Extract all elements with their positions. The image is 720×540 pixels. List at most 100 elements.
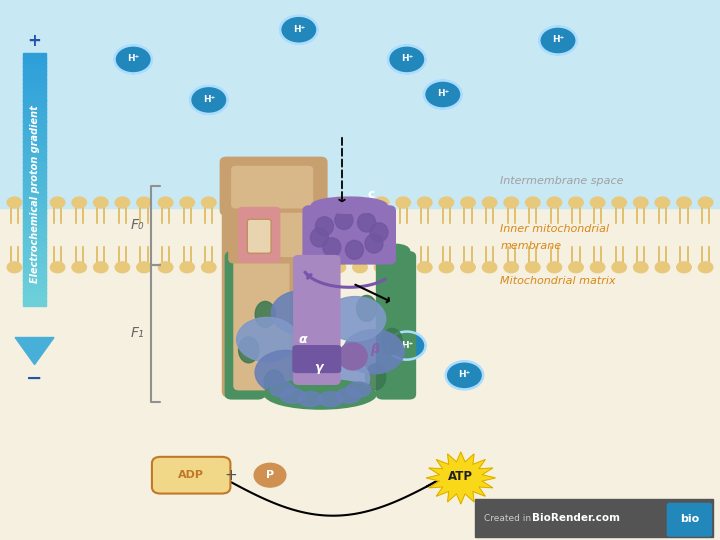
Circle shape bbox=[698, 197, 713, 208]
Circle shape bbox=[331, 262, 346, 273]
Bar bbox=[23, 262, 46, 268]
Text: H⁺: H⁺ bbox=[127, 55, 140, 63]
Circle shape bbox=[439, 262, 454, 273]
Ellipse shape bbox=[255, 301, 275, 327]
Circle shape bbox=[655, 197, 670, 208]
Circle shape bbox=[158, 197, 173, 208]
Ellipse shape bbox=[346, 382, 371, 397]
Bar bbox=[23, 259, 46, 264]
FancyBboxPatch shape bbox=[225, 251, 265, 400]
Circle shape bbox=[424, 80, 462, 109]
Text: H⁺: H⁺ bbox=[202, 95, 215, 104]
Circle shape bbox=[655, 262, 670, 273]
Bar bbox=[475, 500, 713, 537]
FancyBboxPatch shape bbox=[293, 255, 341, 385]
Bar bbox=[23, 204, 46, 210]
Circle shape bbox=[590, 262, 605, 273]
Text: c: c bbox=[367, 188, 374, 201]
Circle shape bbox=[72, 262, 86, 273]
FancyBboxPatch shape bbox=[222, 193, 300, 398]
Text: H⁺: H⁺ bbox=[400, 55, 413, 63]
Ellipse shape bbox=[338, 343, 367, 370]
Ellipse shape bbox=[271, 291, 333, 335]
Bar bbox=[23, 95, 46, 100]
Circle shape bbox=[418, 262, 432, 273]
FancyBboxPatch shape bbox=[231, 166, 313, 208]
Circle shape bbox=[137, 262, 151, 273]
Ellipse shape bbox=[231, 244, 258, 258]
Circle shape bbox=[547, 197, 562, 208]
FancyBboxPatch shape bbox=[233, 201, 289, 390]
Circle shape bbox=[396, 197, 410, 208]
Circle shape bbox=[288, 262, 302, 273]
Bar bbox=[23, 125, 46, 130]
Text: F₀: F₀ bbox=[130, 219, 144, 232]
Text: Inner mitochondrial: Inner mitochondrial bbox=[500, 225, 610, 234]
FancyBboxPatch shape bbox=[228, 206, 319, 264]
Text: P: P bbox=[266, 470, 274, 480]
Circle shape bbox=[190, 86, 228, 114]
Bar bbox=[23, 116, 46, 122]
Bar bbox=[23, 66, 46, 71]
Text: Intermembrane space: Intermembrane space bbox=[500, 176, 624, 186]
Bar bbox=[23, 162, 46, 167]
FancyBboxPatch shape bbox=[248, 219, 271, 253]
Bar bbox=[23, 208, 46, 213]
Circle shape bbox=[223, 197, 238, 208]
Text: H⁺: H⁺ bbox=[436, 90, 449, 98]
Text: Electrochemical proton gradient: Electrochemical proton gradient bbox=[30, 105, 40, 284]
Circle shape bbox=[418, 197, 432, 208]
Ellipse shape bbox=[255, 350, 316, 395]
Bar bbox=[23, 271, 46, 276]
Polygon shape bbox=[15, 338, 54, 364]
Circle shape bbox=[288, 197, 302, 208]
Circle shape bbox=[245, 262, 259, 273]
FancyBboxPatch shape bbox=[238, 207, 280, 263]
Circle shape bbox=[539, 26, 577, 55]
Bar bbox=[23, 192, 46, 197]
Ellipse shape bbox=[336, 388, 361, 403]
Bar bbox=[23, 179, 46, 184]
Circle shape bbox=[29, 197, 43, 208]
Bar bbox=[23, 275, 46, 280]
Circle shape bbox=[482, 197, 497, 208]
FancyBboxPatch shape bbox=[152, 457, 230, 494]
Ellipse shape bbox=[280, 388, 305, 403]
Circle shape bbox=[526, 262, 540, 273]
Bar bbox=[23, 141, 46, 146]
Circle shape bbox=[461, 262, 475, 273]
Circle shape bbox=[114, 45, 152, 73]
Bar bbox=[23, 242, 46, 247]
Bar bbox=[23, 137, 46, 143]
Circle shape bbox=[115, 262, 130, 273]
Ellipse shape bbox=[270, 382, 294, 397]
Circle shape bbox=[677, 197, 691, 208]
Circle shape bbox=[94, 197, 108, 208]
Circle shape bbox=[180, 197, 194, 208]
Bar bbox=[23, 284, 46, 289]
Bar bbox=[23, 75, 46, 79]
Bar bbox=[23, 200, 46, 205]
Text: +: + bbox=[27, 31, 42, 50]
Bar bbox=[23, 108, 46, 113]
FancyBboxPatch shape bbox=[302, 205, 396, 265]
Circle shape bbox=[180, 262, 194, 273]
Ellipse shape bbox=[366, 364, 386, 390]
Bar bbox=[23, 267, 46, 272]
Ellipse shape bbox=[335, 211, 353, 229]
Text: −: − bbox=[27, 368, 42, 388]
Ellipse shape bbox=[318, 392, 343, 407]
Ellipse shape bbox=[356, 295, 377, 321]
Bar bbox=[23, 280, 46, 285]
Bar bbox=[23, 171, 46, 176]
Ellipse shape bbox=[308, 356, 369, 401]
Circle shape bbox=[310, 197, 324, 208]
Ellipse shape bbox=[365, 234, 383, 253]
Circle shape bbox=[266, 262, 281, 273]
Ellipse shape bbox=[317, 381, 337, 407]
Text: H⁺: H⁺ bbox=[552, 36, 564, 44]
Ellipse shape bbox=[265, 379, 376, 409]
Bar bbox=[23, 158, 46, 163]
Circle shape bbox=[482, 262, 497, 273]
Bar bbox=[23, 288, 46, 293]
